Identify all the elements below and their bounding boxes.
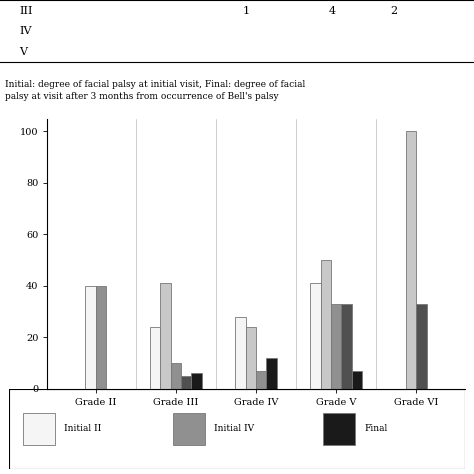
- Text: IV: IV: [19, 27, 31, 36]
- Bar: [160, 283, 171, 389]
- Text: 2: 2: [390, 6, 397, 16]
- Bar: [320, 260, 331, 389]
- Text: V: V: [19, 47, 27, 57]
- Bar: [416, 304, 427, 389]
- FancyBboxPatch shape: [23, 413, 55, 445]
- Bar: [235, 317, 246, 389]
- Bar: [191, 373, 202, 389]
- Text: Final: Final: [365, 425, 388, 433]
- Text: 1: 1: [243, 6, 250, 16]
- Bar: [181, 376, 191, 389]
- Bar: [96, 286, 106, 389]
- FancyBboxPatch shape: [323, 413, 356, 445]
- Bar: [85, 286, 96, 389]
- Text: III: III: [19, 6, 32, 16]
- Bar: [406, 131, 416, 389]
- Bar: [266, 358, 277, 389]
- Bar: [171, 363, 181, 389]
- Bar: [331, 304, 341, 389]
- Bar: [310, 283, 320, 389]
- Text: 4: 4: [328, 6, 336, 16]
- FancyBboxPatch shape: [173, 413, 205, 445]
- Bar: [150, 327, 160, 389]
- Bar: [352, 371, 362, 389]
- Bar: [256, 371, 266, 389]
- Text: Initial: degree of facial palsy at initial visit, Final: degree of facial
palsy : Initial: degree of facial palsy at initi…: [5, 80, 305, 101]
- Text: Initial IV: Initial IV: [214, 425, 255, 433]
- Text: Initial II: Initial II: [64, 425, 101, 433]
- Bar: [246, 327, 256, 389]
- Bar: [341, 304, 352, 389]
